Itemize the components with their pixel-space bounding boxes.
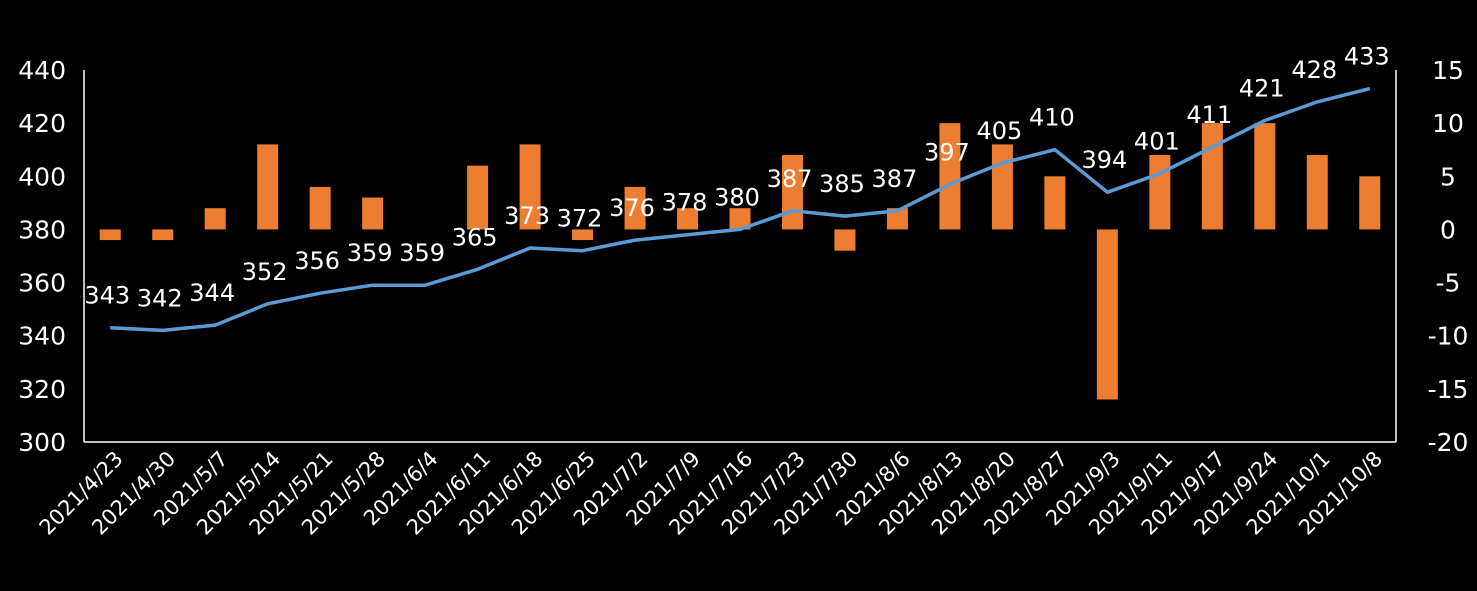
data-label: 401	[1134, 128, 1180, 156]
y-left-tick-label: 320	[18, 375, 66, 404]
data-label: 356	[294, 247, 340, 275]
y-right-tick-label: -10	[1428, 322, 1469, 351]
data-label: 421	[1239, 74, 1285, 102]
data-label: 405	[976, 117, 1022, 145]
line-series	[110, 86, 1371, 333]
data-label: 397	[924, 138, 970, 166]
bar	[1359, 176, 1381, 230]
y-left-tick-label: 380	[18, 215, 66, 244]
bar	[572, 229, 594, 241]
bar	[257, 144, 279, 230]
bar	[834, 229, 856, 251]
data-label: 387	[872, 165, 918, 193]
data-label: 359	[347, 239, 393, 267]
y-right-tick-label: 0	[1440, 215, 1456, 244]
bar	[1044, 176, 1066, 230]
data-label: 428	[1291, 56, 1337, 84]
y-right-tick-label: 15	[1432, 56, 1464, 85]
y-right-tick-label: 10	[1432, 109, 1464, 138]
data-label: 372	[557, 205, 603, 233]
data-label: 378	[662, 189, 708, 217]
bar	[624, 186, 646, 230]
y-left-tick-labels: 300 320 340 360 380 400 420 440	[18, 56, 66, 457]
data-label: 344	[189, 279, 235, 307]
y-right-tick-label: -20	[1428, 428, 1469, 457]
bar	[1096, 229, 1118, 400]
y-right-tick-label: -15	[1428, 375, 1469, 404]
bar	[362, 197, 384, 230]
data-label: 343	[84, 282, 130, 310]
bar	[467, 165, 489, 230]
bar	[1306, 155, 1328, 230]
data-label: 433	[1344, 43, 1390, 71]
bar	[1254, 123, 1276, 230]
y-left-tick-label: 400	[18, 162, 66, 191]
bar	[886, 208, 908, 230]
bar	[729, 208, 751, 230]
data-label: 385	[819, 170, 865, 198]
data-label: 410	[1029, 104, 1075, 132]
y-right-tick-label: 5	[1440, 162, 1456, 191]
y-right-tick-labels: -20 -15 -10 -5 0 5 10 15	[1428, 56, 1469, 457]
data-label: 380	[714, 183, 760, 211]
bar	[152, 229, 174, 241]
bar	[939, 123, 961, 230]
data-label: 387	[767, 165, 813, 193]
chart-axes	[83, 70, 1397, 443]
data-label: 411	[1186, 101, 1232, 129]
bar	[519, 144, 541, 230]
y-right-tick-label: -5	[1436, 269, 1461, 298]
y-left-tick-label: 360	[18, 269, 66, 298]
bar	[99, 229, 121, 241]
y-left-tick-label: 300	[18, 428, 66, 457]
data-label: 359	[399, 239, 445, 267]
line-path	[110, 86, 1371, 333]
data-label: 373	[504, 202, 550, 230]
data-label: 342	[137, 284, 183, 312]
x-tick-labels: 2021/4/232021/4/302021/5/72021/5/142021/…	[35, 447, 1388, 540]
bar	[1149, 155, 1171, 230]
y-left-tick-label: 340	[18, 322, 66, 351]
bar	[677, 208, 699, 230]
data-label: 376	[609, 194, 655, 222]
y-left-tick-label: 440	[18, 56, 66, 85]
data-label: 352	[242, 258, 288, 286]
bar	[1201, 123, 1223, 230]
data-label: 365	[452, 223, 498, 251]
y-left-tick-label: 420	[18, 109, 66, 138]
bar	[309, 186, 331, 230]
bar-series	[99, 123, 1381, 400]
data-label: 394	[1081, 146, 1127, 174]
bar	[991, 144, 1013, 230]
bar	[204, 208, 226, 230]
